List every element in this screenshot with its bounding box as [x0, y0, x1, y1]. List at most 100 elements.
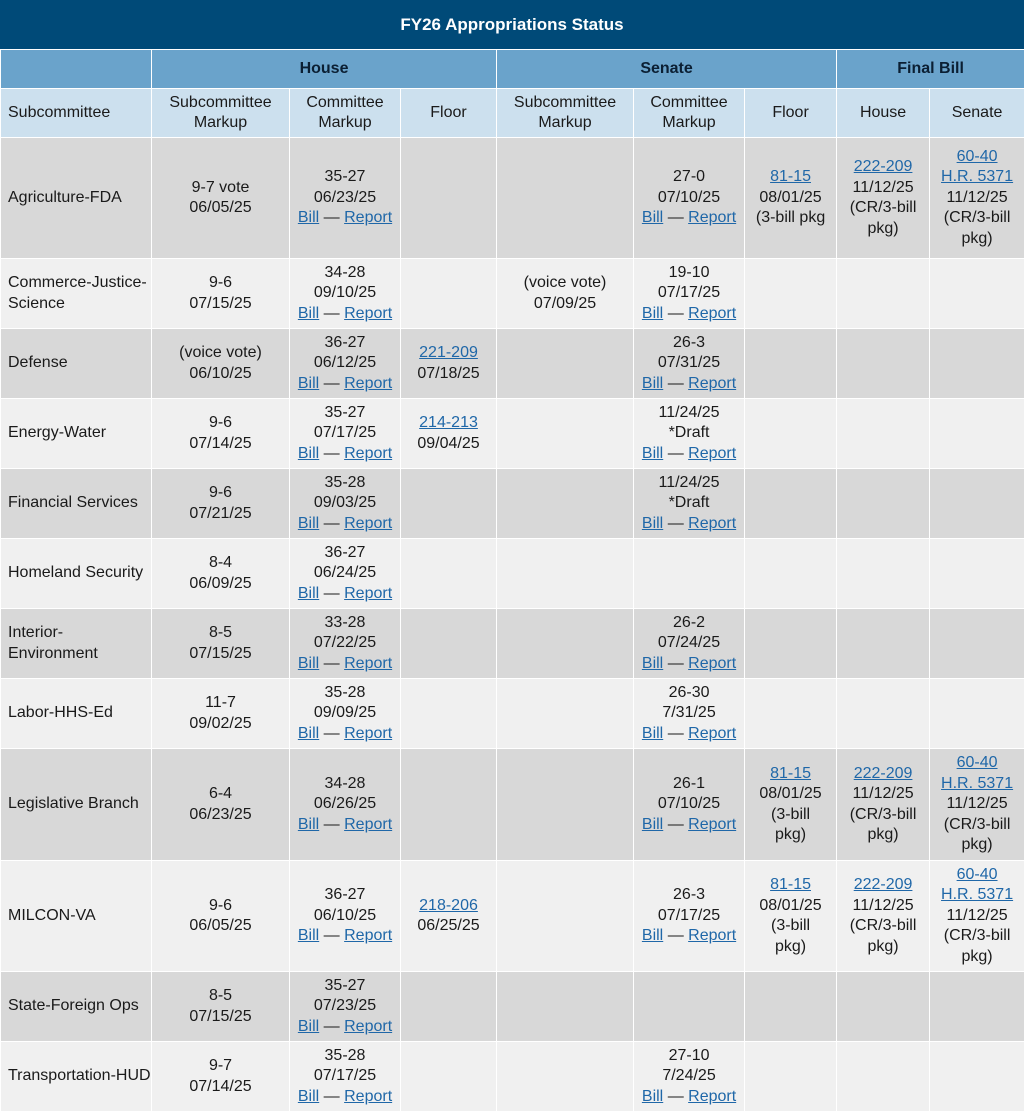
col-header-senate-subcommittee-markup: Subcommittee Markup	[496, 88, 635, 138]
bill-link[interactable]: Bill	[297, 584, 320, 602]
vote-link[interactable]: 222-209	[853, 876, 913, 893]
report-link[interactable]: Report	[688, 1087, 737, 1105]
report-link[interactable]: Report	[344, 927, 393, 945]
report-link[interactable]: Report	[344, 304, 393, 322]
bill-report-links: Bill — Report	[634, 374, 744, 395]
cell-line: 07/15/25	[189, 644, 252, 662]
report-link[interactable]: Report	[688, 374, 737, 392]
vote-link[interactable]: 60-40	[956, 754, 998, 772]
report-link[interactable]: Report	[344, 1087, 393, 1105]
vote-link[interactable]: 81-15	[770, 764, 811, 782]
vote-link[interactable]: 222-209	[853, 764, 913, 782]
col-header-final-house: House	[836, 88, 931, 138]
vote-link[interactable]: H.R. 5371	[941, 886, 1014, 904]
bill-link[interactable]: Bill	[641, 444, 664, 462]
bill-link[interactable]: Bill	[641, 374, 664, 392]
cell-senate-comm	[633, 971, 746, 1042]
cell-line: (CR/3-bill	[849, 199, 917, 216]
report-link[interactable]: Report	[344, 514, 393, 532]
bill-link[interactable]: Bill	[297, 374, 320, 392]
cell-line: 07/24/25	[657, 634, 721, 652]
cell-line: pkg)	[961, 947, 993, 965]
cell-line: 27-10	[668, 1046, 710, 1064]
bill-link[interactable]: Bill	[641, 514, 664, 532]
cell-line: 06/10/25	[313, 906, 377, 924]
report-link[interactable]: Report	[344, 584, 393, 602]
vote-link[interactable]: 214-213	[419, 414, 478, 431]
bill-link[interactable]: Bill	[297, 514, 320, 532]
report-link[interactable]: Report	[344, 444, 393, 462]
cell-line: 19-10	[668, 263, 710, 281]
cell-line: 35-27	[324, 168, 366, 186]
cell-house-sub: 6-4 06/23/25	[151, 748, 290, 861]
bill-link[interactable]: Bill	[297, 815, 320, 833]
report-link[interactable]: Report	[344, 724, 393, 742]
table-row: State-Foreign Ops 8-5 07/15/25 35-27 07/23/2…	[0, 971, 1024, 1042]
bill-link[interactable]: Bill	[297, 724, 320, 742]
table-row: Agriculture-FDA 9-7 vote 06/05/25 35-27 06/2…	[0, 137, 1024, 259]
bill-link[interactable]: Bill	[297, 1017, 320, 1035]
bill-link[interactable]: Bill	[641, 815, 664, 833]
vote-link[interactable]: 60-40	[956, 865, 998, 883]
bill-link[interactable]: Bill	[641, 209, 664, 227]
cell-house-comm: 36-27 06/10/25 Bill — Report	[289, 860, 401, 972]
bill-report-links: Bill — Report	[290, 444, 400, 465]
report-link[interactable]: Report	[344, 1017, 393, 1035]
bill-report-links: Bill — Report	[634, 208, 744, 229]
report-link[interactable]: Report	[688, 209, 737, 227]
cell-house-sub: 8-5 07/15/25	[151, 608, 290, 679]
vote-link[interactable]: 222-209	[853, 158, 913, 175]
appropriations-table: House Senate Final Bill Subcommittee Sub…	[0, 49, 1024, 1112]
separator-dash: —	[667, 927, 684, 945]
cell-final-senate	[929, 678, 1024, 749]
bill-link[interactable]: Bill	[641, 927, 664, 945]
cell-line: 11/24/25	[658, 403, 720, 421]
table-row: Commerce-Justice-Science 9-6 07/15/25 34-28…	[0, 258, 1024, 329]
report-link[interactable]: Report	[688, 724, 737, 742]
vote-link[interactable]: 60-40	[956, 147, 998, 165]
cell-line: 26-3	[673, 333, 706, 351]
cell-final-senate	[929, 608, 1024, 679]
report-link[interactable]: Report	[688, 514, 737, 532]
table-row: Legislative Branch 6-4 06/23/25 34-28 06/26/…	[0, 748, 1024, 861]
bill-link[interactable]: Bill	[297, 1087, 320, 1105]
report-link[interactable]: Report	[344, 815, 393, 833]
cell-line: 09/09/25	[313, 704, 377, 722]
bill-link[interactable]: Bill	[641, 304, 664, 322]
vote-link[interactable]: 81-15	[770, 876, 811, 893]
report-link[interactable]: Report	[688, 815, 737, 833]
bill-link[interactable]: Bill	[641, 654, 664, 672]
cell-line: 07/10/25	[657, 795, 721, 813]
vote-link[interactable]: 81-15	[770, 168, 811, 186]
report-link[interactable]: Report	[344, 374, 393, 392]
report-link[interactable]: Report	[688, 444, 737, 462]
report-link[interactable]: Report	[344, 654, 393, 672]
vote-link[interactable]: 218-206	[419, 896, 478, 914]
col-header-house-subcommittee-markup: Subcommittee Markup	[151, 88, 290, 138]
report-link[interactable]: Report	[344, 209, 393, 227]
report-link[interactable]: Report	[688, 654, 737, 672]
cell-line: 35-28	[324, 683, 366, 701]
cell-line: (CR/3-bill	[943, 815, 1011, 833]
bill-link[interactable]: Bill	[297, 304, 320, 322]
bill-link[interactable]: Bill	[297, 654, 320, 672]
cell-line: 06/26/25	[313, 795, 377, 813]
vote-link[interactable]: H.R. 5371	[941, 168, 1014, 186]
report-link[interactable]: Report	[688, 304, 737, 322]
vote-link[interactable]: 221-209	[419, 344, 478, 361]
bill-link[interactable]: Bill	[297, 209, 320, 227]
bill-report-links: Bill — Report	[634, 654, 744, 675]
report-link[interactable]: Report	[688, 927, 737, 945]
subcommittee-name: Homeland Security	[0, 538, 152, 609]
cell-senate-comm: 27-10 7/24/25 Bill — Report	[633, 1041, 746, 1112]
vote-link[interactable]: H.R. 5371	[941, 774, 1014, 792]
bill-link[interactable]: Bill	[297, 444, 320, 462]
cell-line: 07/17/25	[313, 1067, 377, 1085]
cell-line: 81-15	[745, 167, 836, 188]
cell-senate-sub	[496, 1041, 635, 1112]
cell-line: 07/14/25	[189, 1077, 252, 1095]
bill-link[interactable]: Bill	[641, 724, 664, 742]
cell-line: 60-40	[930, 865, 1024, 886]
bill-link[interactable]: Bill	[297, 927, 320, 945]
bill-link[interactable]: Bill	[641, 1087, 664, 1105]
